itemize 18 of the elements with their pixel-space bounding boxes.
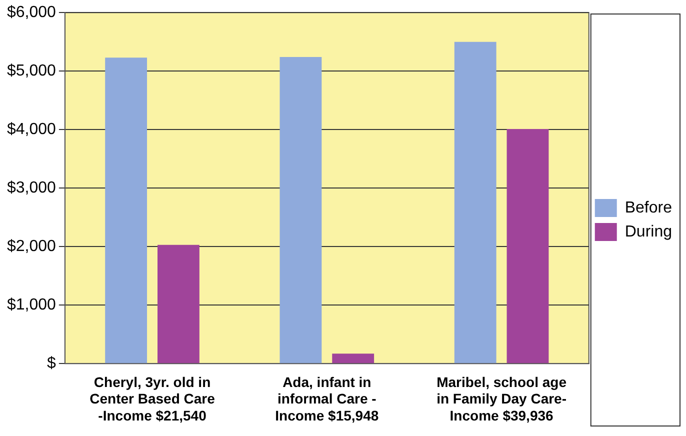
bar [105, 58, 148, 364]
y-tick-label: $1,000 [7, 296, 56, 314]
legend-label: During [624, 223, 672, 240]
y-tick-label: $3,000 [7, 180, 56, 197]
legend-label: Before [624, 199, 672, 216]
x-tick-label: Cheryl, 3yr. old in Center Based Care -Income $21,540 [90, 374, 216, 424]
y-tick-label: $2,000 [7, 238, 56, 256]
y-tick-label: $5,000 [7, 62, 56, 80]
bar [157, 244, 200, 364]
bar [280, 57, 322, 364]
bar [506, 129, 549, 364]
x-tick-label: Maribel, school age in Family Day Care- Income $39,936 [436, 374, 567, 424]
y-tick-label: $ [47, 355, 56, 372]
x-tick-label: Ada, infant in informal Care - Income $15,948 [275, 374, 379, 424]
bar [454, 42, 496, 364]
y-tick-label: $6,000 [7, 4, 56, 22]
bar [332, 354, 374, 364]
y-tick-label: $4,000 [7, 121, 56, 138]
